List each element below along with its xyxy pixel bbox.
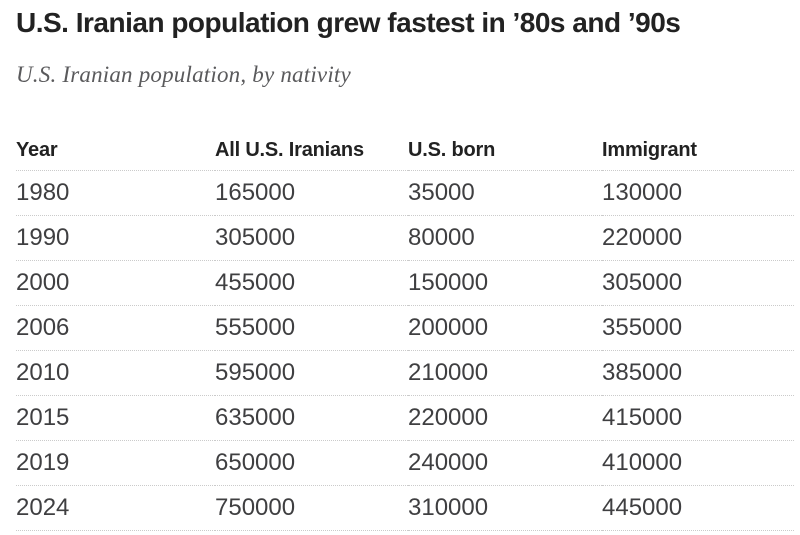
cell-all-us-iranians: 595000 xyxy=(215,350,408,396)
table-header-row: Year All U.S. Iranians U.S. born Immigra… xyxy=(16,131,794,171)
cell-immigrant: 415000 xyxy=(602,395,794,441)
chart-subtitle: U.S. Iranian population, by nativity xyxy=(16,62,351,87)
cell-year: 2000 xyxy=(16,260,215,306)
cell-us-born: 240000 xyxy=(408,440,602,486)
cell-immigrant: 410000 xyxy=(602,440,794,486)
cell-immigrant: 130000 xyxy=(602,170,794,216)
column-header-all-us-iranians: All U.S. Iranians xyxy=(215,131,408,171)
table-row-2019: 2019 650000 240000 410000 xyxy=(16,440,794,486)
table-row-2000: 2000 455000 150000 305000 xyxy=(16,260,794,306)
table-row-1990: 1990 305000 80000 220000 xyxy=(16,215,794,261)
cell-year: 1990 xyxy=(16,215,215,261)
column-header-immigrant: Immigrant xyxy=(602,131,794,171)
population-table: Year All U.S. Iranians U.S. born Immigra… xyxy=(16,131,794,531)
cell-immigrant: 445000 xyxy=(602,485,794,531)
cell-year: 2015 xyxy=(16,395,215,441)
cell-year: 2019 xyxy=(16,440,215,486)
cell-all-us-iranians: 455000 xyxy=(215,260,408,306)
cell-immigrant: 305000 xyxy=(602,260,794,306)
table-row-2010: 2010 595000 210000 385000 xyxy=(16,350,794,396)
table-row-2015: 2015 635000 220000 415000 xyxy=(16,395,794,441)
column-header-us-born: U.S. born xyxy=(408,131,602,171)
cell-us-born: 210000 xyxy=(408,350,602,396)
cell-all-us-iranians: 305000 xyxy=(215,215,408,261)
cell-year: 2010 xyxy=(16,350,215,396)
cell-immigrant: 220000 xyxy=(602,215,794,261)
cell-us-born: 150000 xyxy=(408,260,602,306)
cell-all-us-iranians: 635000 xyxy=(215,395,408,441)
cell-immigrant: 355000 xyxy=(602,305,794,351)
cell-us-born: 200000 xyxy=(408,305,602,351)
cell-us-born: 220000 xyxy=(408,395,602,441)
cell-all-us-iranians: 650000 xyxy=(215,440,408,486)
cell-year: 2024 xyxy=(16,485,215,531)
table-row-1980: 1980 165000 35000 130000 xyxy=(16,170,794,216)
column-header-year: Year xyxy=(16,131,215,171)
table-row-2024: 2024 750000 310000 445000 xyxy=(16,485,794,531)
cell-year: 1980 xyxy=(16,170,215,216)
cell-all-us-iranians: 555000 xyxy=(215,305,408,351)
cell-us-born: 35000 xyxy=(408,170,602,216)
cell-all-us-iranians: 750000 xyxy=(215,485,408,531)
cell-us-born: 80000 xyxy=(408,215,602,261)
cell-us-born: 310000 xyxy=(408,485,602,531)
cell-immigrant: 385000 xyxy=(602,350,794,396)
table-row-2006: 2006 555000 200000 355000 xyxy=(16,305,794,351)
cell-year: 2006 xyxy=(16,305,215,351)
cell-all-us-iranians: 165000 xyxy=(215,170,408,216)
page-title: U.S. Iranian population grew fastest in … xyxy=(16,7,681,38)
